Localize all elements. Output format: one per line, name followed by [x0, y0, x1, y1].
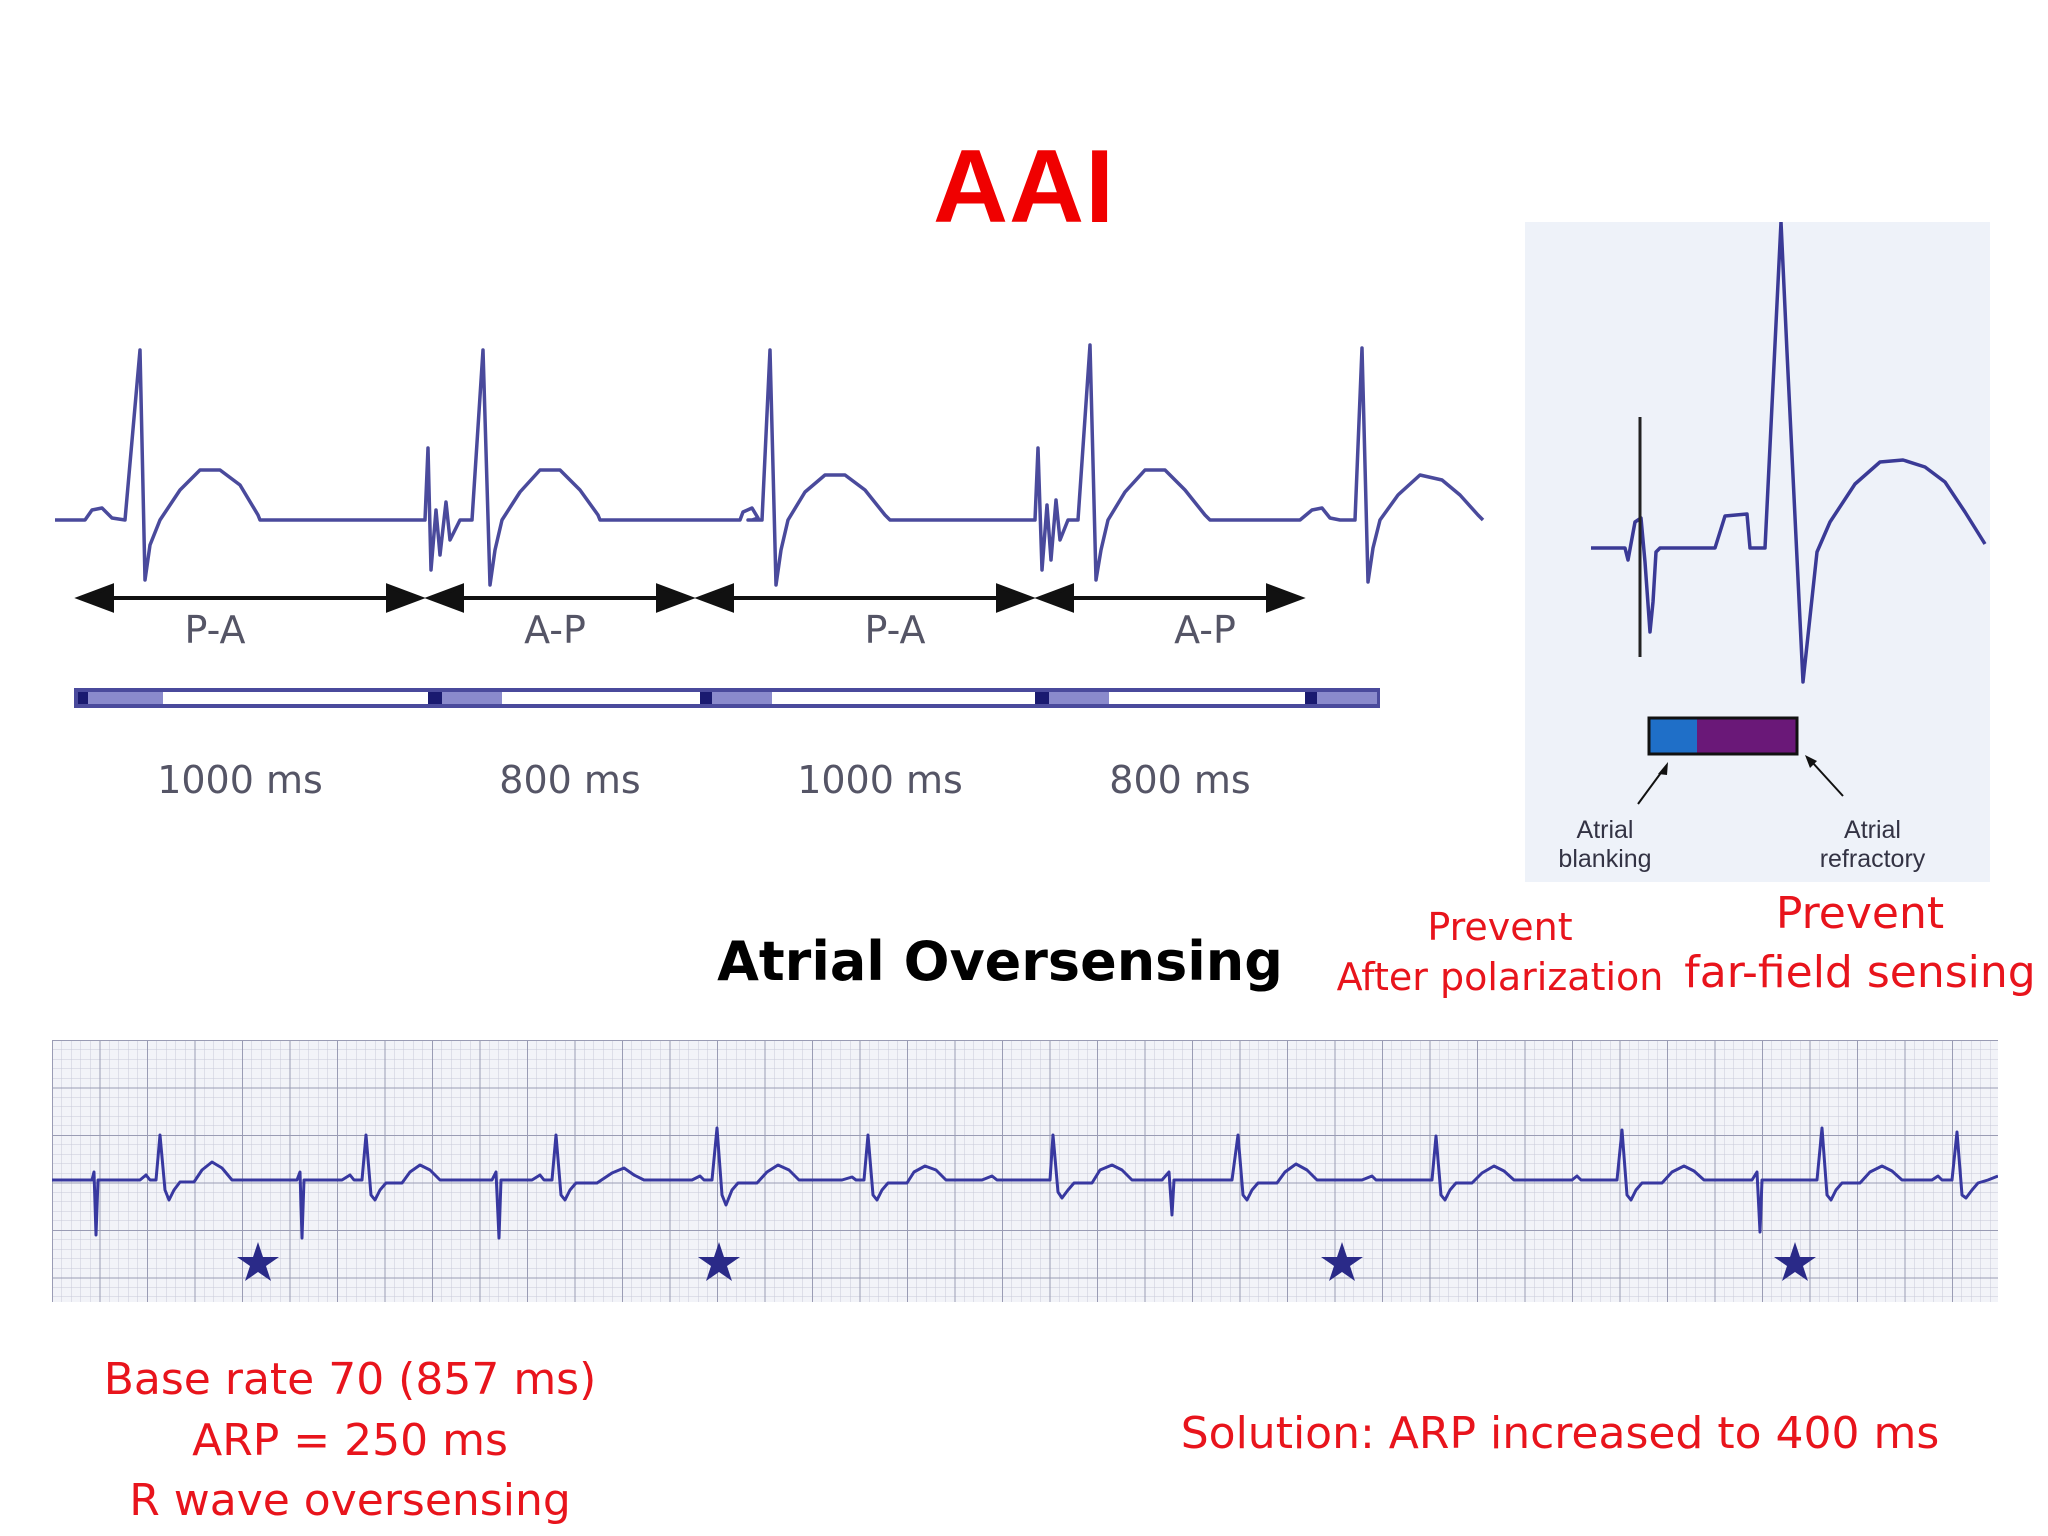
blanking-label: Atrial blanking: [1558, 816, 1652, 873]
star-icon: [1321, 1242, 1363, 1281]
blanking-bar: [1649, 718, 1697, 754]
base-rate-note: Base rate 70 (857 ms): [103, 1354, 597, 1405]
slide-title: AAI: [932, 129, 1116, 245]
ecg-strip-trace: [52, 1126, 1998, 1240]
interval-label-2: A-P: [524, 608, 586, 652]
interval-duration-2: 800 ms: [499, 758, 641, 802]
solution-note: Solution: ARP increased to 400 ms: [1180, 1408, 1940, 1459]
star-icon: [237, 1242, 279, 1281]
note-far-field-line-1: Prevent: [1775, 888, 1945, 939]
note-after-polarization-line-1: Prevent: [1427, 905, 1573, 949]
timing-bar: [74, 688, 1380, 708]
refractory-bar: [1697, 718, 1797, 754]
arp-note: ARP = 250 ms: [192, 1414, 508, 1466]
interval-duration-3: 1000 ms: [797, 758, 963, 802]
star-markers: [237, 1242, 1816, 1281]
note-after-polarization: Prevent After polarization: [1320, 902, 1680, 1002]
star-icon: [698, 1242, 740, 1281]
note-after-polarization-line-2: After polarization: [1336, 955, 1664, 1000]
interval-arrows: [74, 583, 1306, 613]
r-wave-note: R wave oversensing: [129, 1475, 571, 1527]
inset-diagram: [1591, 222, 1987, 805]
interval-label-1: P-A: [184, 608, 246, 652]
note-far-field-line-2: far-field sensing: [1684, 946, 2036, 998]
ecg-strip: [52, 1040, 1998, 1302]
interval-label-4: A-P: [1174, 608, 1236, 652]
interval-label-3: P-A: [864, 608, 926, 652]
inset-ecg-trace: [1591, 222, 1987, 684]
refractory-label: Atrial refractory: [1819, 816, 1926, 873]
interval-duration-4: 800 ms: [1109, 758, 1251, 802]
star-icon: [1774, 1242, 1816, 1281]
interval-duration-1: 1000 ms: [157, 758, 323, 802]
section-subtitle: Atrial Oversensing: [717, 930, 1283, 993]
bottom-left-notes: Base rate 70 (857 ms) ARP = 250 ms R wav…: [90, 1350, 610, 1532]
aai-ecg-trace: [55, 343, 1485, 587]
inset-panel: [1525, 222, 1990, 882]
note-far-field: Prevent far-field sensing: [1680, 885, 2040, 1002]
